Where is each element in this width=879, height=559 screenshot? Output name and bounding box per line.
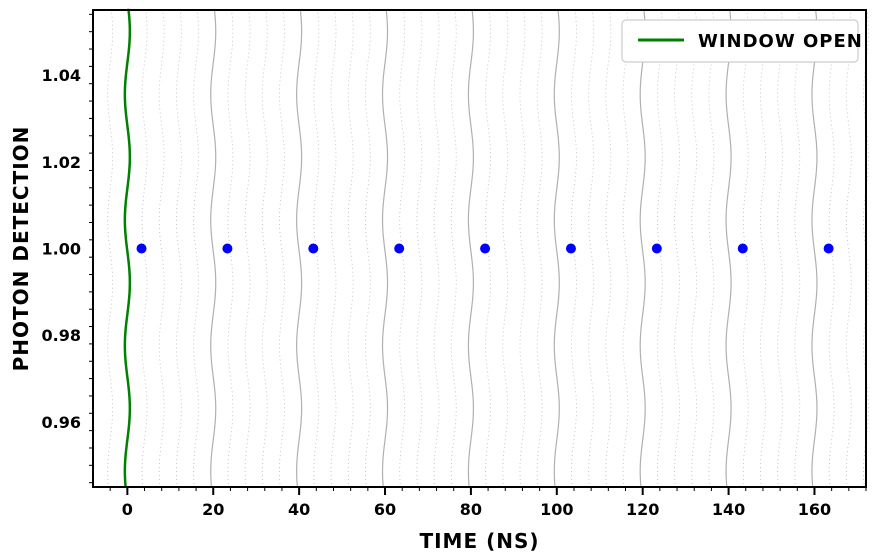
major-grid-line bbox=[296, 9, 303, 487]
minor-grid-line bbox=[261, 9, 268, 487]
y-tick-label: 0.96 bbox=[42, 413, 81, 432]
minor-grid-line bbox=[175, 9, 182, 487]
x-tick-label: 40 bbox=[288, 500, 310, 519]
minor-grid-line bbox=[433, 9, 440, 487]
minor-grid-line bbox=[158, 9, 165, 487]
minor-grid-line bbox=[364, 9, 371, 487]
x-tick-label: 0 bbox=[122, 500, 133, 519]
x-tick-label: 80 bbox=[460, 500, 482, 519]
minor-grid-line bbox=[193, 9, 199, 487]
y-tick-label: 1.04 bbox=[42, 66, 81, 85]
minor-grid-line bbox=[330, 9, 337, 487]
minor-grid-line bbox=[279, 9, 285, 487]
major-grid-line bbox=[210, 9, 217, 487]
x-tick-label: 60 bbox=[374, 500, 396, 519]
minor-grid-line bbox=[794, 9, 801, 487]
major-grid-line bbox=[553, 9, 560, 487]
minor-grid-line bbox=[605, 9, 612, 487]
x-tick-label: 20 bbox=[202, 500, 224, 519]
minor-grid-line bbox=[536, 9, 543, 487]
y-tick-label: 1.02 bbox=[42, 153, 81, 172]
minor-grid-line bbox=[244, 9, 251, 487]
detection-point bbox=[480, 243, 491, 254]
x-tick-label: 160 bbox=[798, 500, 831, 519]
detection-point bbox=[222, 243, 233, 254]
minor-grid-line bbox=[502, 9, 509, 487]
major-grid-line bbox=[811, 9, 818, 487]
y-tick-label: 0.98 bbox=[42, 326, 81, 345]
minor-grid-line bbox=[416, 9, 423, 487]
detection-point bbox=[651, 243, 662, 254]
window-open-line bbox=[123, 8, 132, 487]
x-tick-label: 120 bbox=[626, 500, 659, 519]
major-grid-line bbox=[725, 9, 732, 487]
detection-points bbox=[136, 243, 834, 254]
y-tick-label: 1.00 bbox=[42, 240, 81, 259]
plot-frame bbox=[92, 9, 867, 488]
minor-grid-line bbox=[450, 9, 457, 487]
minor-grid-line bbox=[691, 9, 698, 487]
x-tick-label: 100 bbox=[540, 500, 573, 519]
detection-point bbox=[565, 243, 576, 254]
minor-grid-line bbox=[622, 9, 629, 487]
x-tick-label: 140 bbox=[712, 500, 745, 519]
minor-grid-line bbox=[519, 9, 526, 487]
minor-grid-line bbox=[708, 9, 715, 487]
minor-grid-line bbox=[674, 9, 680, 487]
minor-grid-line bbox=[845, 9, 852, 487]
minor-grid-line bbox=[777, 9, 784, 487]
major-grid-line bbox=[381, 9, 389, 487]
grid-lines bbox=[107, 9, 869, 487]
window-open-series bbox=[123, 8, 132, 487]
y-axis-label: PHOTON DETECTION bbox=[9, 126, 33, 372]
minor-grid-line bbox=[760, 9, 766, 487]
x-axis-ticks: 0 20 40 60 80 100 120 140 160 bbox=[109, 487, 867, 519]
minor-grid-line bbox=[588, 9, 595, 487]
detection-point bbox=[394, 243, 405, 254]
legend: WINDOW OPEN bbox=[621, 19, 863, 63]
major-grid-line bbox=[639, 9, 646, 487]
legend-box bbox=[621, 19, 859, 63]
detection-point bbox=[136, 243, 147, 254]
minor-grid-line bbox=[107, 9, 114, 487]
y-axis-ticks: 0.96 0.98 1.00 1.02 1.04 bbox=[42, 13, 93, 484]
detection-point bbox=[737, 243, 748, 254]
major-grid-line bbox=[467, 9, 475, 487]
x-axis-label: TIME (NS) bbox=[419, 529, 539, 553]
detection-point bbox=[823, 243, 834, 254]
legend-label-window-open: WINDOW OPEN bbox=[698, 31, 863, 52]
detection-point bbox=[308, 243, 319, 254]
minor-grid-line bbox=[347, 9, 354, 487]
